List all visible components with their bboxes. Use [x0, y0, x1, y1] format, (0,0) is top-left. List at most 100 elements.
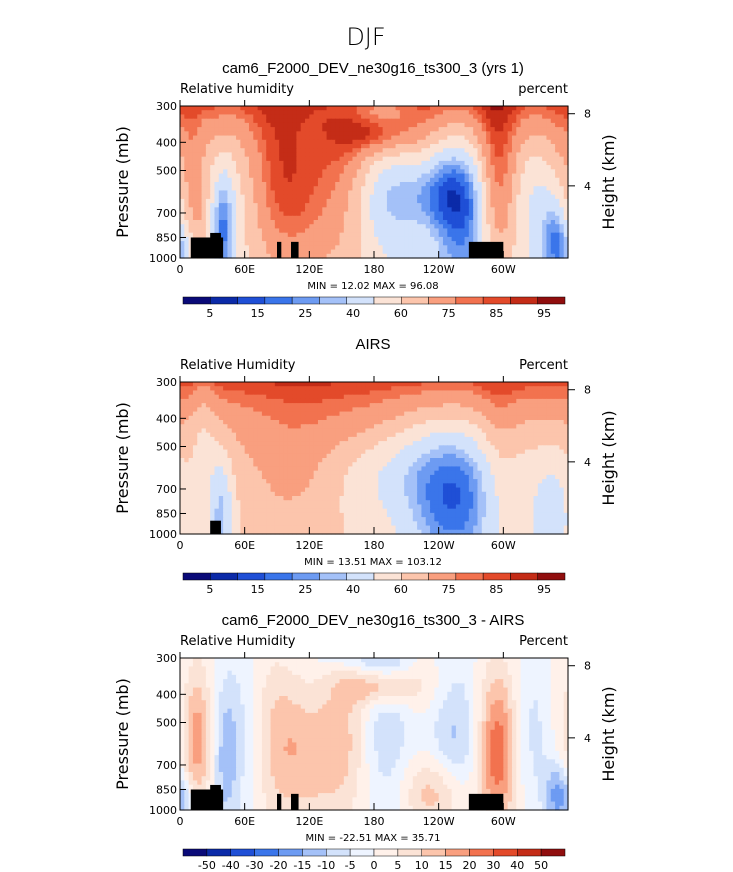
field-cell	[529, 118, 535, 124]
field-cell	[330, 186, 336, 192]
field-cell	[326, 177, 332, 183]
field-cell	[473, 135, 479, 141]
field-cell	[197, 165, 203, 170]
field-cell	[563, 390, 569, 396]
field-cell	[223, 436, 229, 442]
field-cell	[253, 198, 259, 204]
field-cell	[188, 156, 194, 162]
field-cell	[494, 198, 500, 204]
field-cell	[395, 139, 401, 145]
field-cell	[313, 436, 319, 442]
field-cell	[563, 232, 569, 238]
field-cell	[197, 144, 203, 149]
field-cell	[317, 228, 323, 234]
field-cell	[529, 445, 535, 451]
field-cell	[188, 424, 194, 430]
field-cell	[550, 106, 556, 111]
field-cell	[378, 215, 384, 221]
field-cell	[292, 186, 297, 192]
field-cell	[231, 203, 237, 208]
field-cell	[279, 194, 285, 200]
field-cell	[309, 249, 315, 255]
field-cell	[425, 156, 431, 162]
field-cell	[343, 169, 349, 175]
field-cell	[533, 165, 539, 170]
field-cell	[205, 169, 211, 175]
field-cell	[503, 144, 509, 149]
field-cell	[434, 135, 440, 141]
field-cell	[421, 407, 427, 413]
field-cell	[313, 236, 319, 242]
field-cell	[236, 432, 241, 438]
field-cell	[447, 253, 453, 259]
field-cell	[524, 165, 530, 170]
field-cell	[356, 114, 362, 120]
field-cell	[352, 165, 358, 170]
field-cell	[537, 106, 543, 111]
field-cell	[559, 156, 565, 162]
field-cell	[292, 394, 297, 400]
field-cell	[481, 411, 487, 417]
field-cell	[499, 144, 504, 149]
field-cell	[214, 224, 220, 230]
field-cell	[511, 156, 517, 162]
field-cell	[542, 428, 548, 434]
field-cell	[417, 424, 423, 430]
field-cell	[330, 236, 336, 242]
field-cell	[343, 398, 349, 404]
field-cell	[425, 390, 431, 396]
field-cell	[339, 241, 345, 246]
field-cell	[460, 241, 466, 246]
field-cell	[205, 131, 211, 137]
field-cell	[507, 169, 513, 175]
field-cell	[227, 190, 233, 196]
field-cell	[395, 249, 401, 255]
field-cell	[279, 236, 285, 242]
field-cell	[442, 394, 448, 400]
field-cell	[386, 220, 392, 225]
field-cell	[240, 156, 246, 162]
field-cell	[205, 411, 211, 417]
field-cell	[257, 215, 263, 221]
field-cell	[365, 211, 371, 217]
field-cell	[499, 236, 504, 242]
field-cell	[503, 203, 509, 208]
field-cell	[305, 449, 310, 455]
field-cell	[408, 420, 414, 425]
field-cell	[197, 160, 203, 166]
field-cell	[399, 198, 405, 204]
field-cell	[352, 245, 358, 251]
field-cell	[188, 428, 194, 434]
field-cell	[434, 453, 440, 459]
field-cell	[309, 382, 315, 387]
field-cell	[455, 198, 461, 204]
field-cell	[339, 165, 345, 170]
field-cell	[374, 428, 379, 434]
field-cell	[550, 190, 556, 196]
field-cell	[369, 211, 375, 217]
field-cell	[214, 415, 220, 421]
field-cell	[460, 173, 466, 179]
field-cell	[274, 411, 280, 417]
field-cell	[503, 190, 509, 196]
field-cell	[361, 173, 366, 179]
field-cell	[356, 411, 362, 417]
field-cell	[279, 415, 285, 421]
field-cell	[348, 211, 354, 217]
field-cell	[369, 131, 375, 137]
field-cell	[520, 148, 526, 154]
field-cell	[210, 441, 216, 446]
field-cell	[421, 122, 427, 128]
field-cell	[542, 453, 548, 459]
field-cell	[447, 156, 453, 162]
field-cell	[537, 424, 543, 430]
field-cell	[555, 165, 560, 170]
field-cell	[486, 190, 491, 196]
field-cell	[240, 436, 246, 442]
field-cell	[473, 432, 479, 438]
field-cell	[296, 228, 302, 234]
field-cell	[197, 390, 203, 396]
field-cell	[279, 118, 285, 124]
field-cell	[494, 139, 500, 145]
field-cell	[438, 403, 444, 408]
